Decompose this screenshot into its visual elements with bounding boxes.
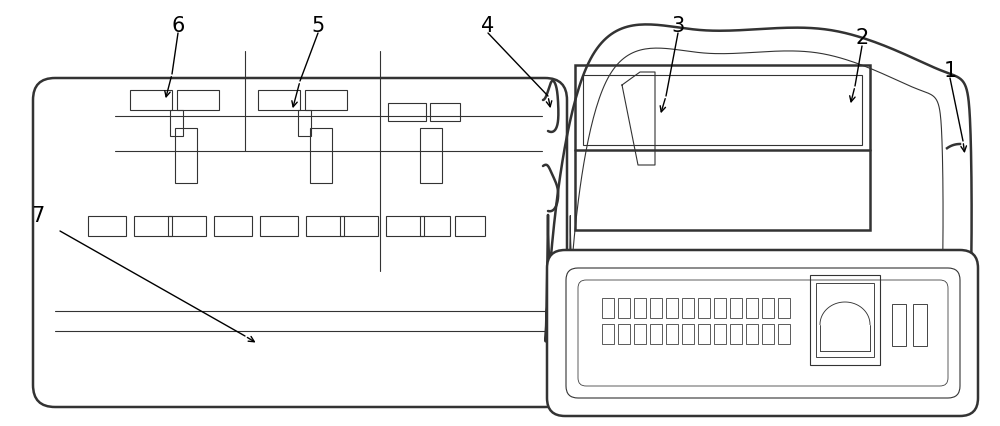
- Bar: [168, 216, 206, 236]
- Bar: [714, 324, 726, 344]
- Bar: [420, 216, 450, 236]
- Bar: [730, 298, 742, 318]
- Text: 5: 5: [311, 16, 325, 36]
- Text: 4: 4: [481, 16, 495, 36]
- Bar: [258, 90, 300, 110]
- Text: 1: 1: [943, 61, 957, 81]
- Bar: [650, 324, 662, 344]
- Text: 2: 2: [855, 28, 869, 48]
- Bar: [602, 324, 614, 344]
- Bar: [810, 275, 880, 365]
- Bar: [666, 298, 678, 318]
- Bar: [714, 298, 726, 318]
- FancyBboxPatch shape: [566, 268, 960, 398]
- Bar: [746, 324, 758, 344]
- Bar: [88, 216, 126, 236]
- Bar: [130, 90, 172, 110]
- Bar: [134, 216, 172, 236]
- Bar: [214, 216, 252, 236]
- Bar: [430, 103, 460, 121]
- Bar: [892, 304, 906, 346]
- Bar: [682, 298, 694, 318]
- Bar: [762, 324, 774, 344]
- Bar: [340, 216, 378, 236]
- Bar: [682, 324, 694, 344]
- Bar: [305, 90, 347, 110]
- Bar: [666, 324, 678, 344]
- Bar: [746, 298, 758, 318]
- Bar: [698, 298, 710, 318]
- Bar: [177, 90, 219, 110]
- Bar: [602, 298, 614, 318]
- Text: 6: 6: [171, 16, 185, 36]
- Bar: [698, 324, 710, 344]
- Bar: [298, 110, 311, 136]
- Bar: [650, 298, 662, 318]
- FancyBboxPatch shape: [578, 280, 948, 386]
- Bar: [575, 65, 870, 230]
- Bar: [310, 128, 332, 183]
- Text: 7: 7: [31, 206, 45, 226]
- Bar: [306, 216, 344, 236]
- Bar: [386, 216, 424, 236]
- Bar: [260, 216, 298, 236]
- Bar: [816, 283, 874, 357]
- Bar: [913, 304, 927, 346]
- Text: 3: 3: [671, 16, 685, 36]
- Bar: [634, 324, 646, 344]
- FancyBboxPatch shape: [33, 78, 567, 407]
- Bar: [762, 298, 774, 318]
- Bar: [634, 298, 646, 318]
- Bar: [170, 110, 183, 136]
- Bar: [420, 128, 442, 183]
- Bar: [730, 324, 742, 344]
- Bar: [618, 324, 630, 344]
- FancyBboxPatch shape: [547, 250, 978, 416]
- Bar: [455, 216, 485, 236]
- Bar: [778, 298, 790, 318]
- Bar: [388, 103, 426, 121]
- Bar: [175, 128, 197, 183]
- Bar: [778, 324, 790, 344]
- Bar: [618, 298, 630, 318]
- Bar: [583, 75, 862, 145]
